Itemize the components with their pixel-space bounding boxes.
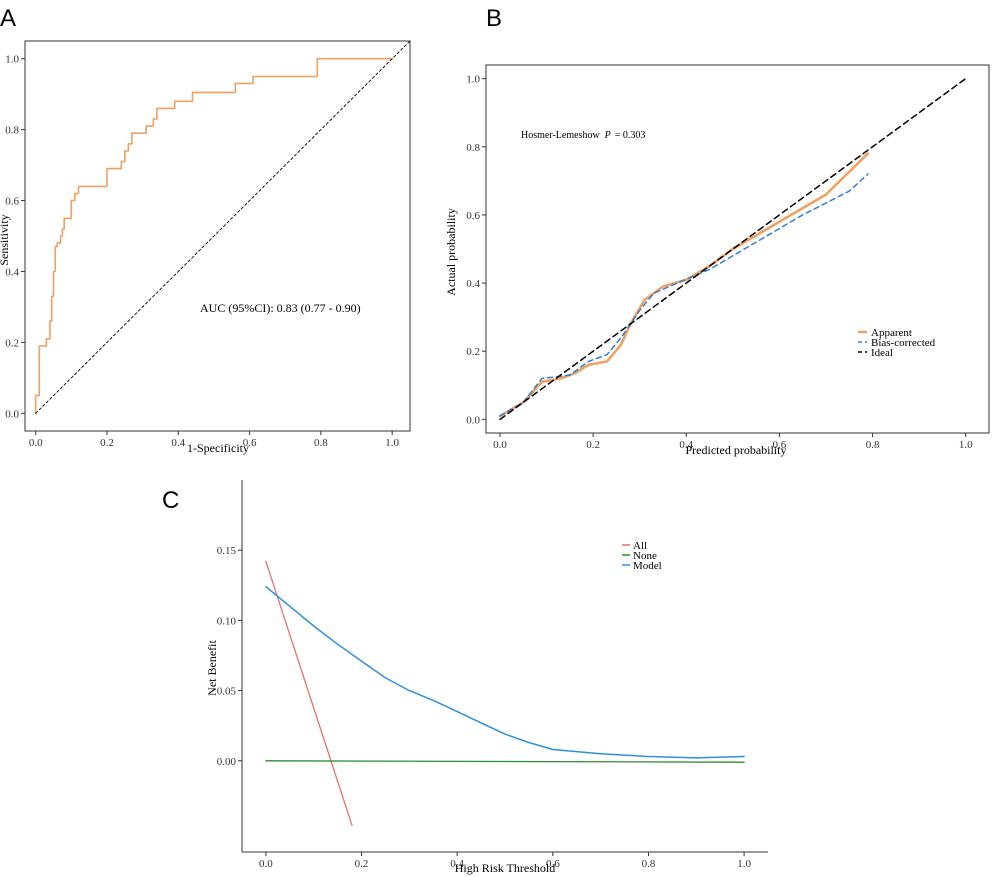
legend-all-label: All — [633, 540, 647, 552]
y-tick-label: 0.05 — [217, 686, 237, 698]
legend-ideal-label: Ideal — [871, 347, 893, 359]
y-tick-label: 0.8 — [466, 142, 480, 154]
legend-apparent-label: Apparent — [871, 327, 912, 339]
x-tick-label: 0.4 — [679, 439, 693, 451]
series-roc-line — [34, 57, 394, 415]
x-tick-label: 0.0 — [29, 437, 43, 449]
y-tick-label: 0.6 — [466, 210, 480, 222]
y-tick-label: 0.10 — [217, 615, 237, 627]
roc-series — [34, 40, 411, 415]
decision-curve-panel: 0.0 0.2 0.4 0.6 0.8 1.0 0.00 0.05 0.10 0.15 All N… — [205, 480, 768, 875]
roc-panel: 0.0 0.2 0.4 0.6 0.8 1.0 0.0 0.2 0.4 0.6 0.8 1.0 AUC… — [0, 40, 411, 455]
series-bias-corrected-line — [499, 173, 869, 417]
calibration-legend: Apparent Bias-corrected Ideal — [858, 327, 936, 359]
x-tick-label: 1.0 — [737, 858, 751, 870]
series-model-line — [265, 585, 745, 759]
y-tick-label: 1.0 — [466, 74, 480, 86]
x-tick-label: 0.0 — [259, 858, 273, 870]
x-tick-label: 0.4 — [171, 437, 185, 449]
y-tick-label: 0.00 — [217, 756, 237, 768]
series-reference-line — [35, 40, 411, 414]
legend-model-label: Model — [633, 560, 662, 572]
dca-x-axis-label: High Risk Threshold — [455, 861, 555, 875]
y-tick-label: 0.6 — [5, 196, 19, 208]
hosmer-lemeshow-p: P — [604, 130, 611, 141]
roc-x-axis-label: 1-Specificity — [187, 441, 249, 455]
calibration-y-axis-label: Actual probability — [444, 208, 458, 296]
y-tick-label: 1.0 — [5, 54, 19, 66]
x-tick-label: 0.6 — [546, 858, 560, 870]
x-tick-label: 0.6 — [243, 437, 257, 449]
panel-letter-b: B — [486, 5, 502, 32]
y-tick-label: 0.8 — [5, 125, 19, 137]
calibration-x-axis-label: Predicted probability — [686, 443, 787, 457]
panel-letter-a: A — [0, 5, 16, 32]
roc-plot-frame — [24, 40, 411, 432]
dca-series — [265, 560, 745, 826]
roc-ticks: 0.0 0.2 0.4 0.6 0.8 1.0 0.0 0.2 0.4 0.6 0.8 1.0 — [5, 54, 399, 449]
dca-y-axis-label: Net Benefit — [205, 640, 219, 696]
x-tick-label: 0.8 — [642, 858, 656, 870]
x-tick-label: 0.4 — [450, 858, 464, 870]
roc-auc-annotation: AUC (95%CI): 0.83 (0.77 - 0.90) — [200, 301, 361, 315]
series-ideal-line — [499, 77, 967, 421]
hosmer-lemeshow-annotation: Hosmer-Lemeshow P = 0.303 — [521, 130, 645, 141]
legend-bias-corrected-label: Bias-corrected — [871, 337, 936, 349]
calibration-ticks: 0.0 0.2 0.4 0.6 0.8 1.0 0.0 0.2 0.4 0.6 0.8 1.0 — [466, 74, 973, 451]
calibration-panel: 0.0 0.2 0.4 0.6 0.8 1.0 0.0 0.2 0.4 0.6 0.8 1.0 Hos… — [444, 64, 990, 457]
x-tick-label: 0.2 — [100, 437, 114, 449]
x-tick-label: 0.2 — [586, 439, 600, 451]
x-tick-label: 1.0 — [385, 437, 399, 449]
x-tick-label: 0.6 — [773, 439, 787, 451]
dca-ticks: 0.0 0.2 0.4 0.6 0.8 1.0 0.00 0.05 0.10 0.15 — [217, 545, 752, 870]
series-none-line — [265, 760, 745, 763]
y-tick-label: 0.4 — [466, 278, 480, 290]
series-all-line — [265, 560, 353, 826]
y-tick-label: 0.0 — [466, 414, 480, 426]
hosmer-lemeshow-label: Hosmer-Lemeshow — [521, 130, 600, 141]
x-tick-label: 0.0 — [493, 439, 507, 451]
calibration-series — [498, 77, 967, 421]
hosmer-lemeshow-value: = 0.303 — [615, 130, 646, 141]
y-tick-label: 0.4 — [5, 266, 19, 278]
calibration-plot-frame — [485, 64, 990, 434]
dca-legend: All None Model — [622, 540, 662, 572]
x-tick-label: 0.2 — [355, 858, 369, 870]
x-tick-label: 0.8 — [314, 437, 328, 449]
panel-letter-c: C — [162, 487, 179, 514]
x-tick-label: 0.8 — [866, 439, 880, 451]
legend-none-label: None — [633, 550, 657, 562]
roc-y-axis-label: Sensitivity — [0, 214, 11, 265]
y-tick-label: 0.2 — [466, 346, 480, 358]
y-tick-label: 0.0 — [5, 408, 19, 420]
y-tick-label: 0.15 — [217, 545, 237, 557]
x-tick-label: 1.0 — [959, 439, 973, 451]
y-tick-label: 0.2 — [5, 337, 19, 349]
series-apparent-line — [498, 152, 870, 418]
